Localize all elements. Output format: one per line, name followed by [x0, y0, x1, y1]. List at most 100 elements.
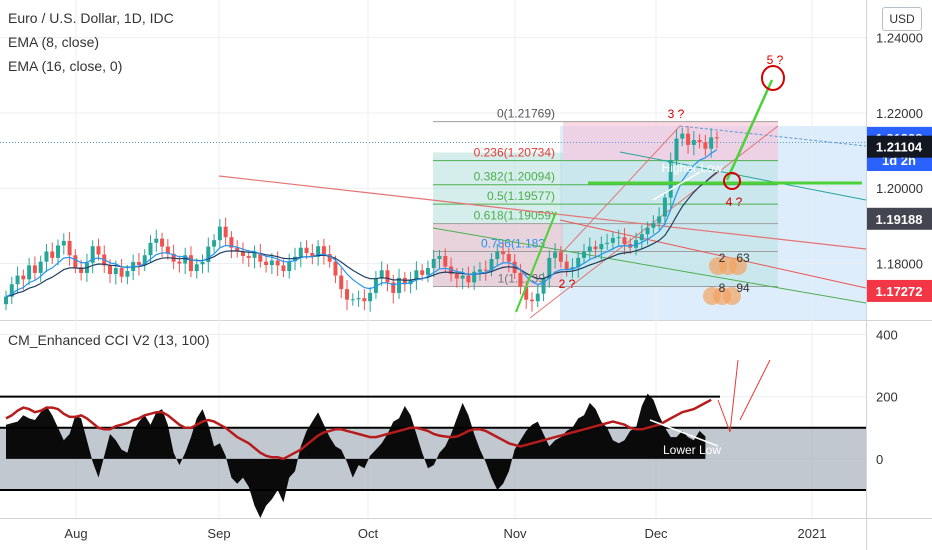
candle-body [535, 293, 540, 302]
candle-body [350, 299, 355, 301]
candle-body [402, 277, 407, 285]
candle-body [27, 265, 32, 280]
candle-body [605, 242, 610, 244]
candle-body [477, 269, 482, 272]
candle-body [524, 286, 529, 300]
price-badge [867, 135, 932, 158]
candle-body [553, 252, 558, 258]
candle-body [223, 226, 228, 238]
price-tick-label: 1.24000 [876, 31, 923, 46]
candle-body [287, 261, 292, 272]
candle-body [385, 270, 390, 283]
candle-body [397, 277, 402, 293]
candle-body [541, 278, 546, 294]
candle-body [564, 261, 569, 270]
target-circle-5 [761, 65, 785, 91]
candle-body [703, 142, 708, 149]
candle-body [593, 246, 598, 250]
candle-body [657, 216, 662, 223]
candle-body [460, 275, 465, 279]
lower-low-line [649, 419, 719, 447]
cci-panel-title: CM_Enhanced CCI V2 (13, 100) [8, 332, 210, 348]
candle-body [518, 272, 523, 287]
cci-signal-line [5, 398, 712, 461]
candle-body [252, 252, 257, 258]
event-badge-bg [729, 257, 747, 275]
channel-line-red [559, 219, 867, 289]
candle-body [454, 274, 459, 279]
candle-body [142, 255, 147, 266]
candle-body [391, 282, 396, 293]
candle-body [177, 261, 182, 264]
candle-body [356, 298, 361, 300]
candle-body [362, 298, 367, 302]
candle-body [32, 265, 37, 273]
candle-body [483, 269, 488, 271]
event-badge-bg [723, 287, 741, 305]
candle-body [15, 275, 20, 285]
fib-level-label: 0.382(1.20094) [474, 170, 555, 184]
trend-line-red [218, 175, 867, 250]
candle-body [547, 257, 552, 279]
candle-body [258, 252, 263, 262]
currency-button[interactable]: USD [882, 7, 922, 31]
price-badge-label: 1.19188 [876, 212, 923, 227]
candle-body [240, 251, 245, 256]
cci-tick-label: 0 [876, 452, 883, 467]
candle-body [194, 264, 199, 272]
candle-body [79, 267, 84, 273]
wave-annotation: Higher Low [662, 161, 723, 175]
candle-body [50, 251, 55, 258]
wave-line-5 [725, 79, 774, 181]
candle-body [264, 261, 269, 266]
price-tick-label: 1.20000 [876, 181, 923, 196]
fib-level-label: 0.5(1.19577) [487, 189, 555, 203]
cci-tick-label: 400 [876, 327, 898, 342]
candle-body [420, 270, 425, 275]
candle-body [576, 257, 581, 268]
candle-body [449, 266, 454, 275]
price-tick-label: 1.18000 [876, 257, 923, 272]
price-badge [867, 279, 932, 302]
price-badge [867, 207, 932, 230]
cci-projection-arrow-1 [717, 359, 739, 433]
candle-body [691, 140, 696, 145]
candle-body [339, 275, 344, 290]
price-badge-label: 1.17272 [876, 284, 923, 299]
cci-tick-label: 200 [876, 390, 898, 405]
candle-body [651, 222, 656, 228]
candle-body [587, 246, 592, 252]
candle-body [373, 278, 378, 293]
candle-body [443, 256, 448, 267]
candle-body [437, 256, 442, 260]
candle-body [639, 234, 644, 241]
candle-body [212, 240, 217, 247]
candle-body [119, 268, 124, 277]
fib-level-label: 0.236(1.20734) [474, 146, 555, 160]
ema-8-legend: EMA (8, close) [8, 34, 100, 50]
event-badge-label: 94 [736, 281, 750, 295]
candle-body [229, 237, 234, 248]
candle-body [154, 238, 159, 243]
candle-body [21, 275, 26, 280]
candle-body [269, 260, 274, 266]
cci-projection-arrow-2 [739, 359, 771, 421]
candle-body [616, 237, 621, 239]
wave-annotation: 4 ? [726, 195, 743, 209]
candle-body [275, 260, 280, 266]
candle-body [599, 243, 604, 250]
wave-line-1 [515, 211, 557, 313]
candle-body [529, 299, 534, 302]
fib-level-label: 0.786(1.183 [481, 236, 545, 250]
candle-body [304, 247, 309, 253]
candle-body [610, 237, 615, 243]
candle-body [431, 259, 436, 269]
higher-low-line [652, 171, 701, 201]
candle-body [281, 265, 286, 272]
candle-body [506, 254, 511, 262]
candle-body [662, 197, 667, 217]
time-tick-label: Nov [503, 526, 527, 541]
candle-body [160, 238, 165, 247]
candle-body [316, 246, 321, 257]
